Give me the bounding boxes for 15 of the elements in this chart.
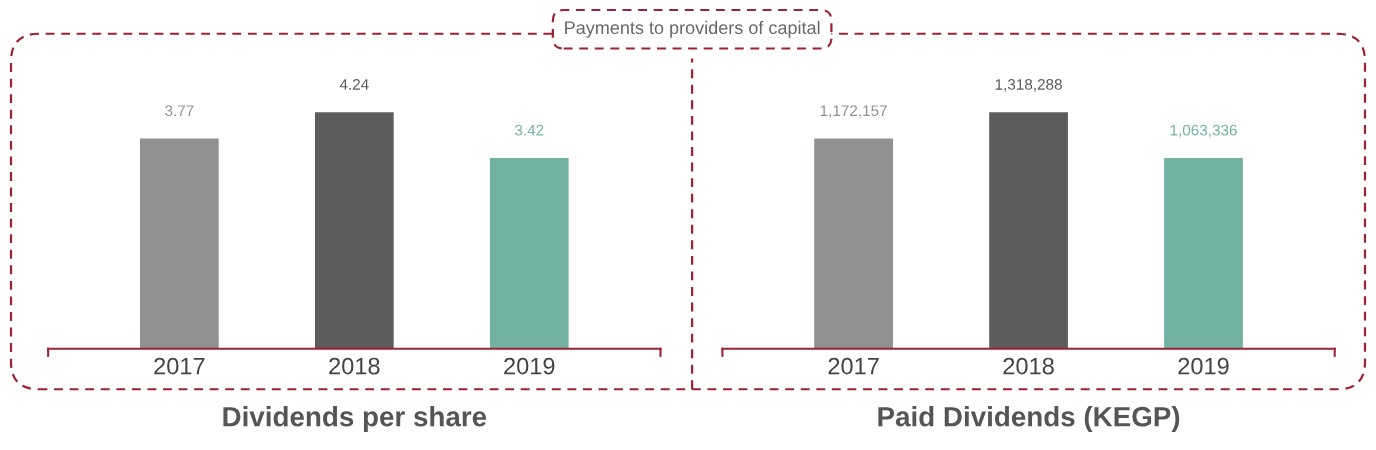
x-tick-label: 2019: [1178, 357, 1229, 375]
x-tick-label: 2017: [828, 357, 879, 375]
text: Dividends per share: [223, 406, 487, 432]
x-tick-label: 2019: [504, 357, 555, 375]
data-label: 1,172,157: [820, 105, 887, 118]
data-label: 4.24: [339, 79, 369, 90]
text: Payments to providers of capital: [565, 20, 820, 38]
x-tick-label: 2018: [329, 357, 380, 375]
text: Paid Dividends (KEGP): [878, 406, 1180, 432]
data-label: 3.42: [514, 124, 544, 136]
data-label: 1,063,336: [1170, 124, 1237, 138]
x-tick-label: 2017: [154, 357, 205, 375]
x-tick-label: 2018: [1003, 357, 1054, 375]
data-label: 3.77: [165, 105, 194, 117]
data-label: 1,318,288: [995, 79, 1062, 92]
